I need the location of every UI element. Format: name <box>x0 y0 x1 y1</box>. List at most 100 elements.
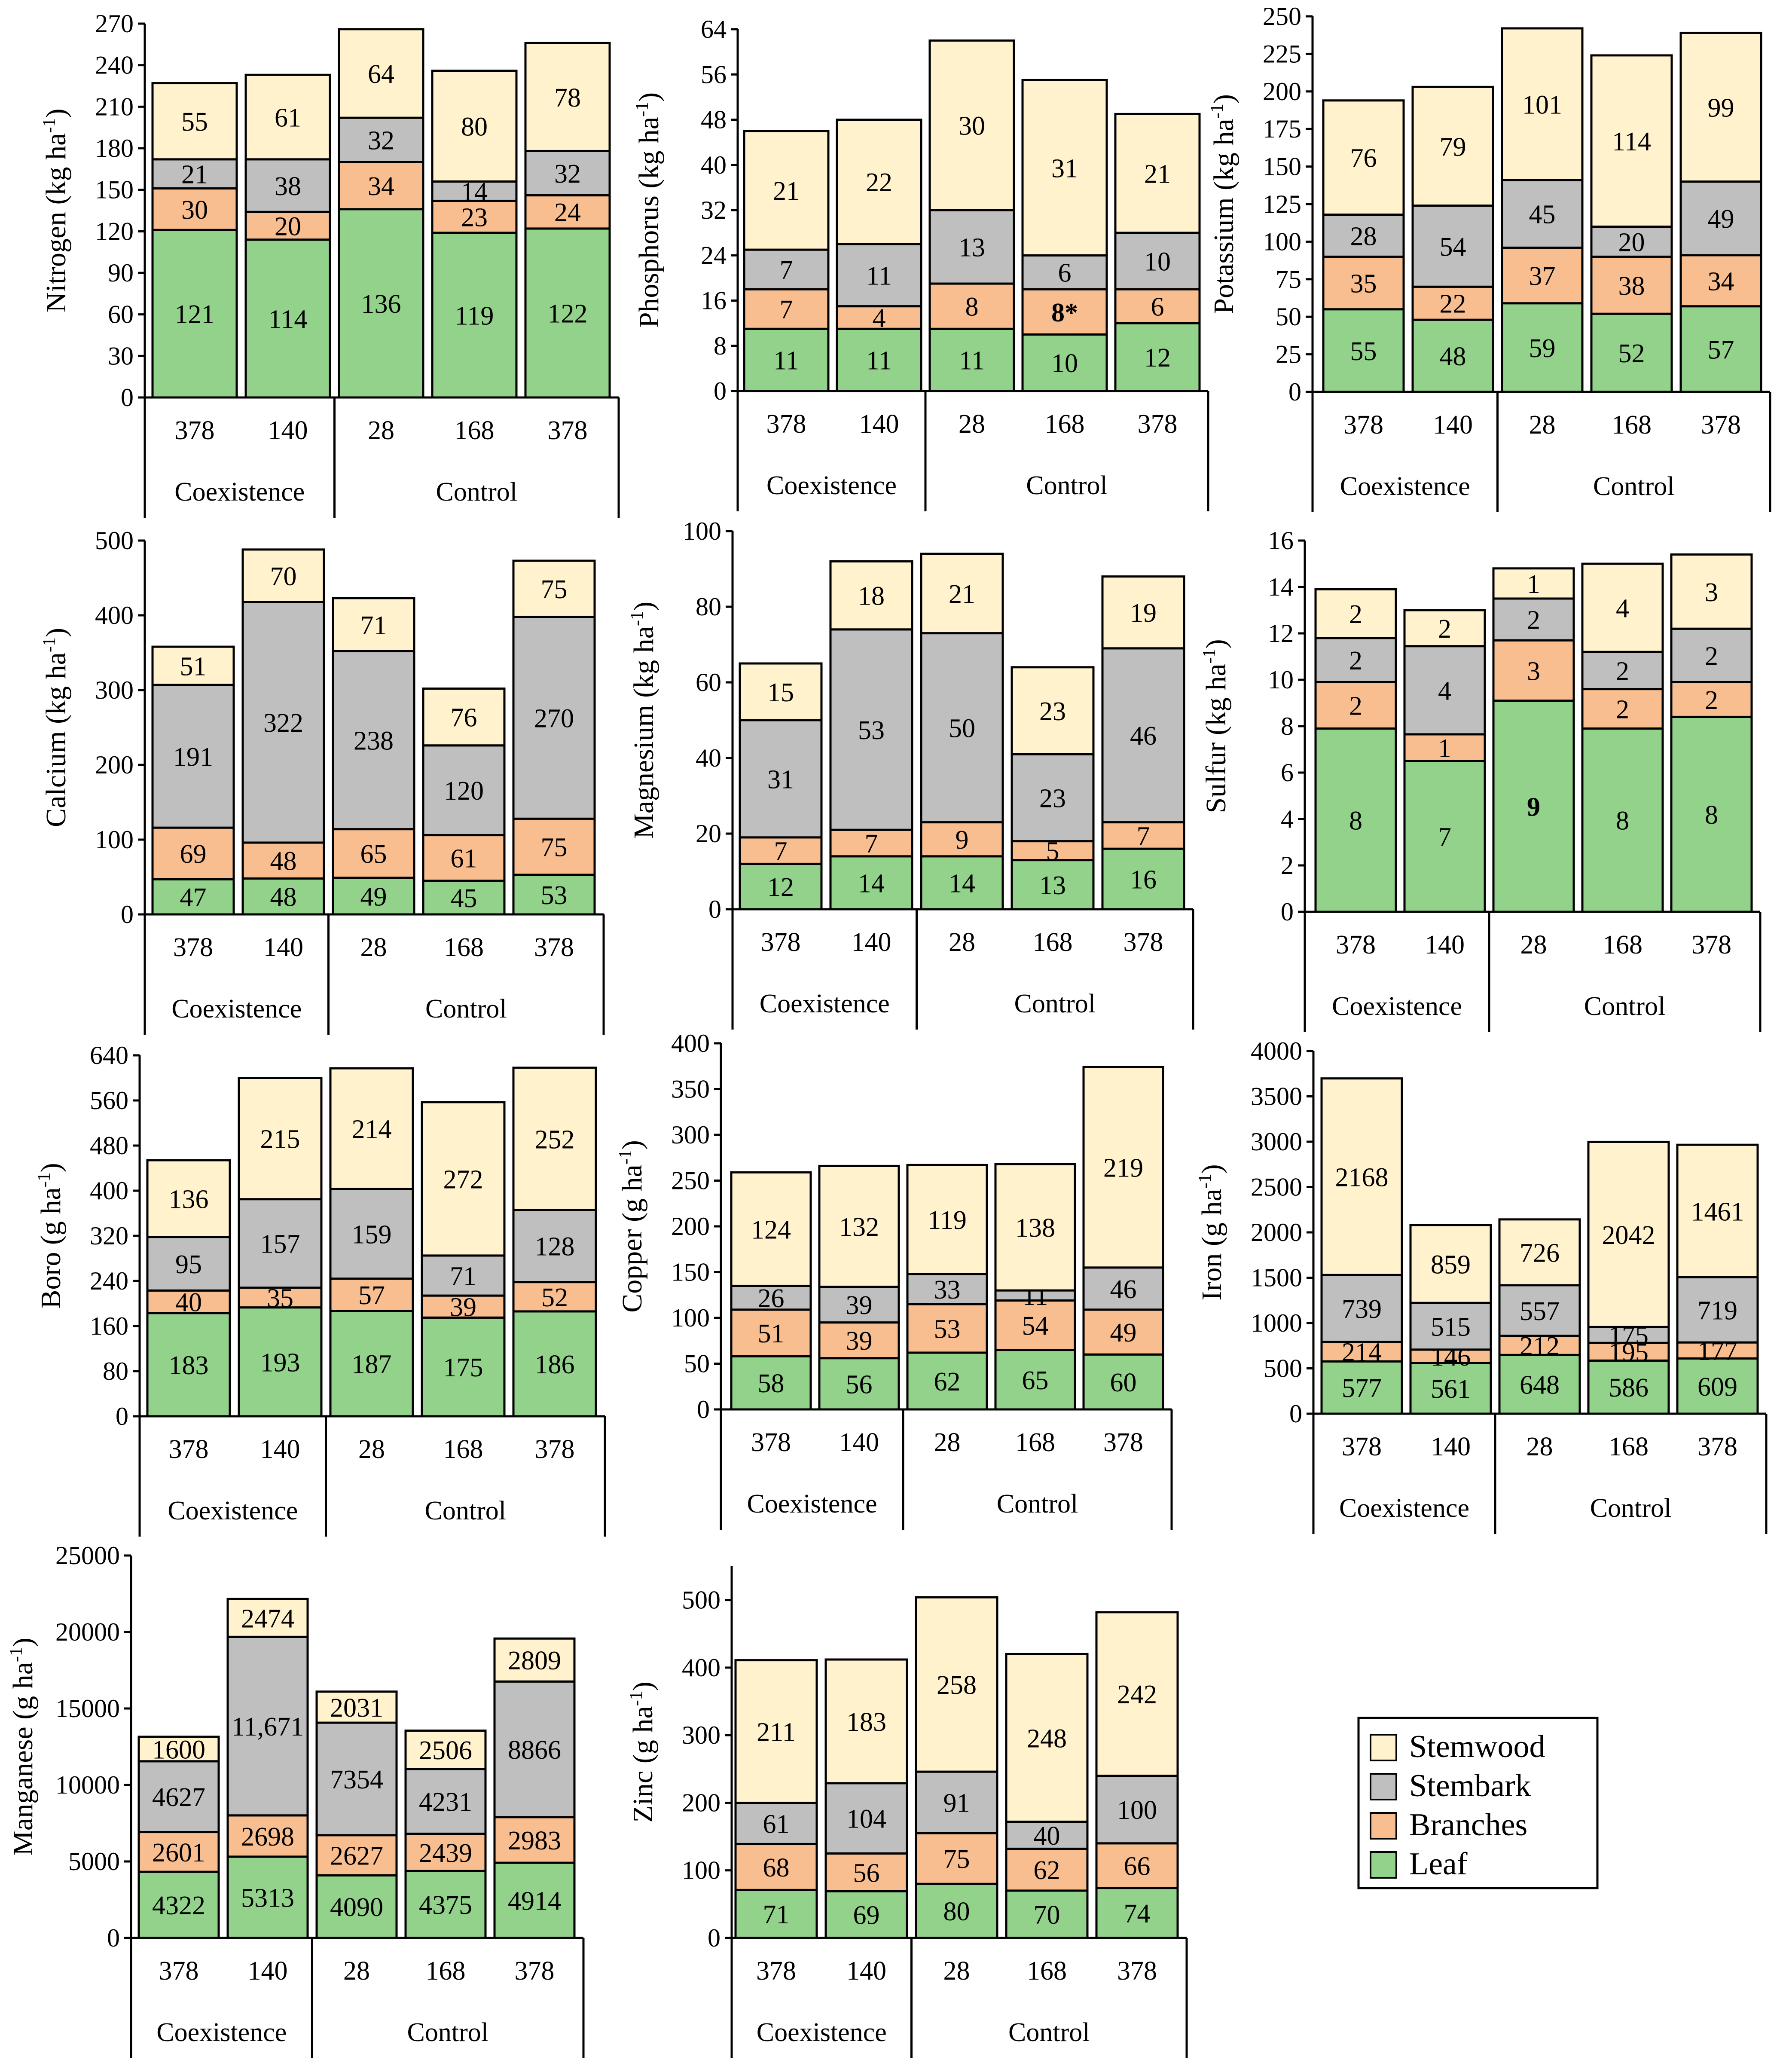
data-label-stemwood-3: 2506 <box>419 1736 472 1765</box>
x-category-label: 378 <box>1124 928 1163 957</box>
y-tick-label: 240 <box>95 51 134 79</box>
bar-stembark-2 <box>906 1273 988 1305</box>
x-category-label: 378 <box>175 416 215 445</box>
data-label-branches-4: 6 <box>1151 293 1164 322</box>
y-axis-title-end: ) <box>617 1140 648 1149</box>
data-label-stemwood-0: 1600 <box>152 1735 205 1764</box>
x-category-label: 378 <box>169 1435 209 1464</box>
data-label-stembark-4: 49 <box>1708 205 1734 234</box>
data-label-leaf-0: 121 <box>175 300 215 329</box>
x-category-label: 378 <box>1103 1428 1143 1457</box>
data-label-stemwood-2: 214 <box>352 1115 392 1144</box>
x-category-label: 168 <box>1609 1432 1649 1461</box>
bar-leaf-2 <box>906 1351 988 1411</box>
data-label-branches-1: 56 <box>853 1858 880 1888</box>
x-category-label: 378 <box>1336 930 1376 960</box>
y-tick-label: 0 <box>107 1924 120 1952</box>
data-label-branches-3: 38 <box>1618 272 1645 301</box>
data-label-stembark-3: 120 <box>444 776 484 806</box>
y-axis-title-main: Iron (g ha <box>1196 1189 1227 1300</box>
data-label-leaf-1: 11 <box>866 346 892 376</box>
bar-stemwood-3 <box>422 688 506 747</box>
x-category-label: 140 <box>839 1428 879 1457</box>
data-label-stembark-4: 32 <box>554 159 581 189</box>
x-category-label: 168 <box>426 1956 466 1986</box>
bar-branches-4 <box>1676 1341 1759 1360</box>
data-label-stembark-0: 28 <box>1350 222 1377 251</box>
data-label-stembark-1: 39 <box>846 1291 873 1320</box>
data-label-branches-1: 20 <box>275 212 301 241</box>
y-axis-title-sup: -1 <box>1200 648 1219 663</box>
data-label-stembark-2: 45 <box>1529 200 1556 229</box>
data-label-branches-2: 57 <box>358 1281 385 1310</box>
data-label-leaf-0: 183 <box>169 1351 209 1380</box>
y-tick-label: 1500 <box>1251 1264 1302 1292</box>
x-group-label-control: Control <box>1026 471 1107 500</box>
data-label-branches-3: 23 <box>461 203 488 232</box>
y-tick-label: 4000 <box>1251 1037 1302 1065</box>
data-label-branches-1: 2698 <box>241 1822 294 1852</box>
x-group-label-coexistence: Coexistence <box>1332 992 1462 1021</box>
bar-leaf-4 <box>1101 847 1185 911</box>
x-group-label-control: Control <box>1593 472 1674 501</box>
bar-leaf-1 <box>238 1306 323 1418</box>
bar-branches-2 <box>1501 246 1584 305</box>
y-axis-title-end: ) <box>627 1681 659 1691</box>
data-label-stemwood-3: 138 <box>1015 1213 1055 1243</box>
y-tick-label: 16 <box>1268 526 1294 555</box>
y-axis-title: Zinc (g ha-1) <box>626 1681 659 1822</box>
x-category-label: 140 <box>846 1956 886 1986</box>
bar-branches-2 <box>1492 639 1575 702</box>
y-tick-label: 225 <box>1263 40 1301 68</box>
data-label-leaf-3: 45 <box>451 884 477 913</box>
bar-stemwood-1 <box>829 560 913 631</box>
legend-item-leaf: Leaf <box>1370 1846 1468 1882</box>
bar-stembark-2 <box>1498 1284 1581 1337</box>
y-tick-label: 250 <box>1263 2 1301 31</box>
bar-branches-3 <box>1005 1847 1089 1892</box>
legend: Stemwood Stembark Branches Leaf <box>1357 1717 1599 1889</box>
x-category-label: 378 <box>766 410 806 439</box>
x-group-label-control: Control <box>997 1489 1078 1519</box>
data-label-stemwood-3: 31 <box>1051 154 1078 183</box>
bar-branches-0 <box>743 288 830 330</box>
y-tick-label: 56 <box>701 60 727 89</box>
data-label-stembark-1: 38 <box>275 172 301 201</box>
bar-stembark-0 <box>1320 1274 1403 1343</box>
bar-stemwood-1 <box>836 119 922 245</box>
y-axis-title-main: Magnesium (kg ha <box>628 626 659 839</box>
data-label-stembark-2: 238 <box>354 727 394 756</box>
y-tick-label: 480 <box>90 1131 128 1160</box>
data-label-stemwood-2: 119 <box>928 1206 967 1235</box>
data-label-stemwood-0: 2168 <box>1335 1163 1389 1192</box>
bar-stembark-4 <box>1679 180 1762 257</box>
data-label-stembark-2: 2 <box>1527 606 1540 635</box>
bar-stemwood-1 <box>824 1658 908 1785</box>
data-label-leaf-4: 186 <box>535 1350 575 1379</box>
data-label-branches-4: 49 <box>1110 1318 1137 1348</box>
y-axis-title-main: Manganese (g ha <box>7 1662 39 1856</box>
y-tick-label: 400 <box>682 1653 721 1682</box>
bar-stemwood-1 <box>1403 609 1486 648</box>
chart-potassium: 55 35 28 76 48 22 54 79 59 37 45 101 52 38 20 114 57 34 49… <box>1207 2 1771 512</box>
y-tick-label: 240 <box>90 1267 128 1295</box>
data-label-stemwood-2: 71 <box>360 611 387 640</box>
y-tick-label: 1000 <box>1251 1309 1302 1337</box>
data-label-stemwood-0: 76 <box>1350 144 1377 173</box>
x-group-label-control: Control <box>436 477 517 507</box>
data-label-leaf-1: 56 <box>846 1370 873 1399</box>
data-label-stembark-1: 515 <box>1431 1312 1471 1342</box>
bar-branches-1 <box>1411 285 1494 321</box>
bar-stembark-1 <box>829 628 913 831</box>
bar-stemwood-1 <box>241 548 325 603</box>
data-label-branches-3: 39 <box>450 1293 476 1322</box>
x-category-label: 378 <box>535 1435 575 1464</box>
data-label-stemwood-4: 1461 <box>1691 1197 1744 1226</box>
bar-branches-2 <box>928 282 1015 330</box>
data-label-stembark-2: 159 <box>352 1220 392 1249</box>
bar-stemwood-3 <box>1587 1140 1670 1328</box>
bar-branches-1 <box>226 1814 309 1858</box>
bar-stemwood-4 <box>1679 31 1762 183</box>
y-tick-label: 80 <box>696 593 721 621</box>
data-label-branches-2: 75 <box>943 1845 970 1874</box>
